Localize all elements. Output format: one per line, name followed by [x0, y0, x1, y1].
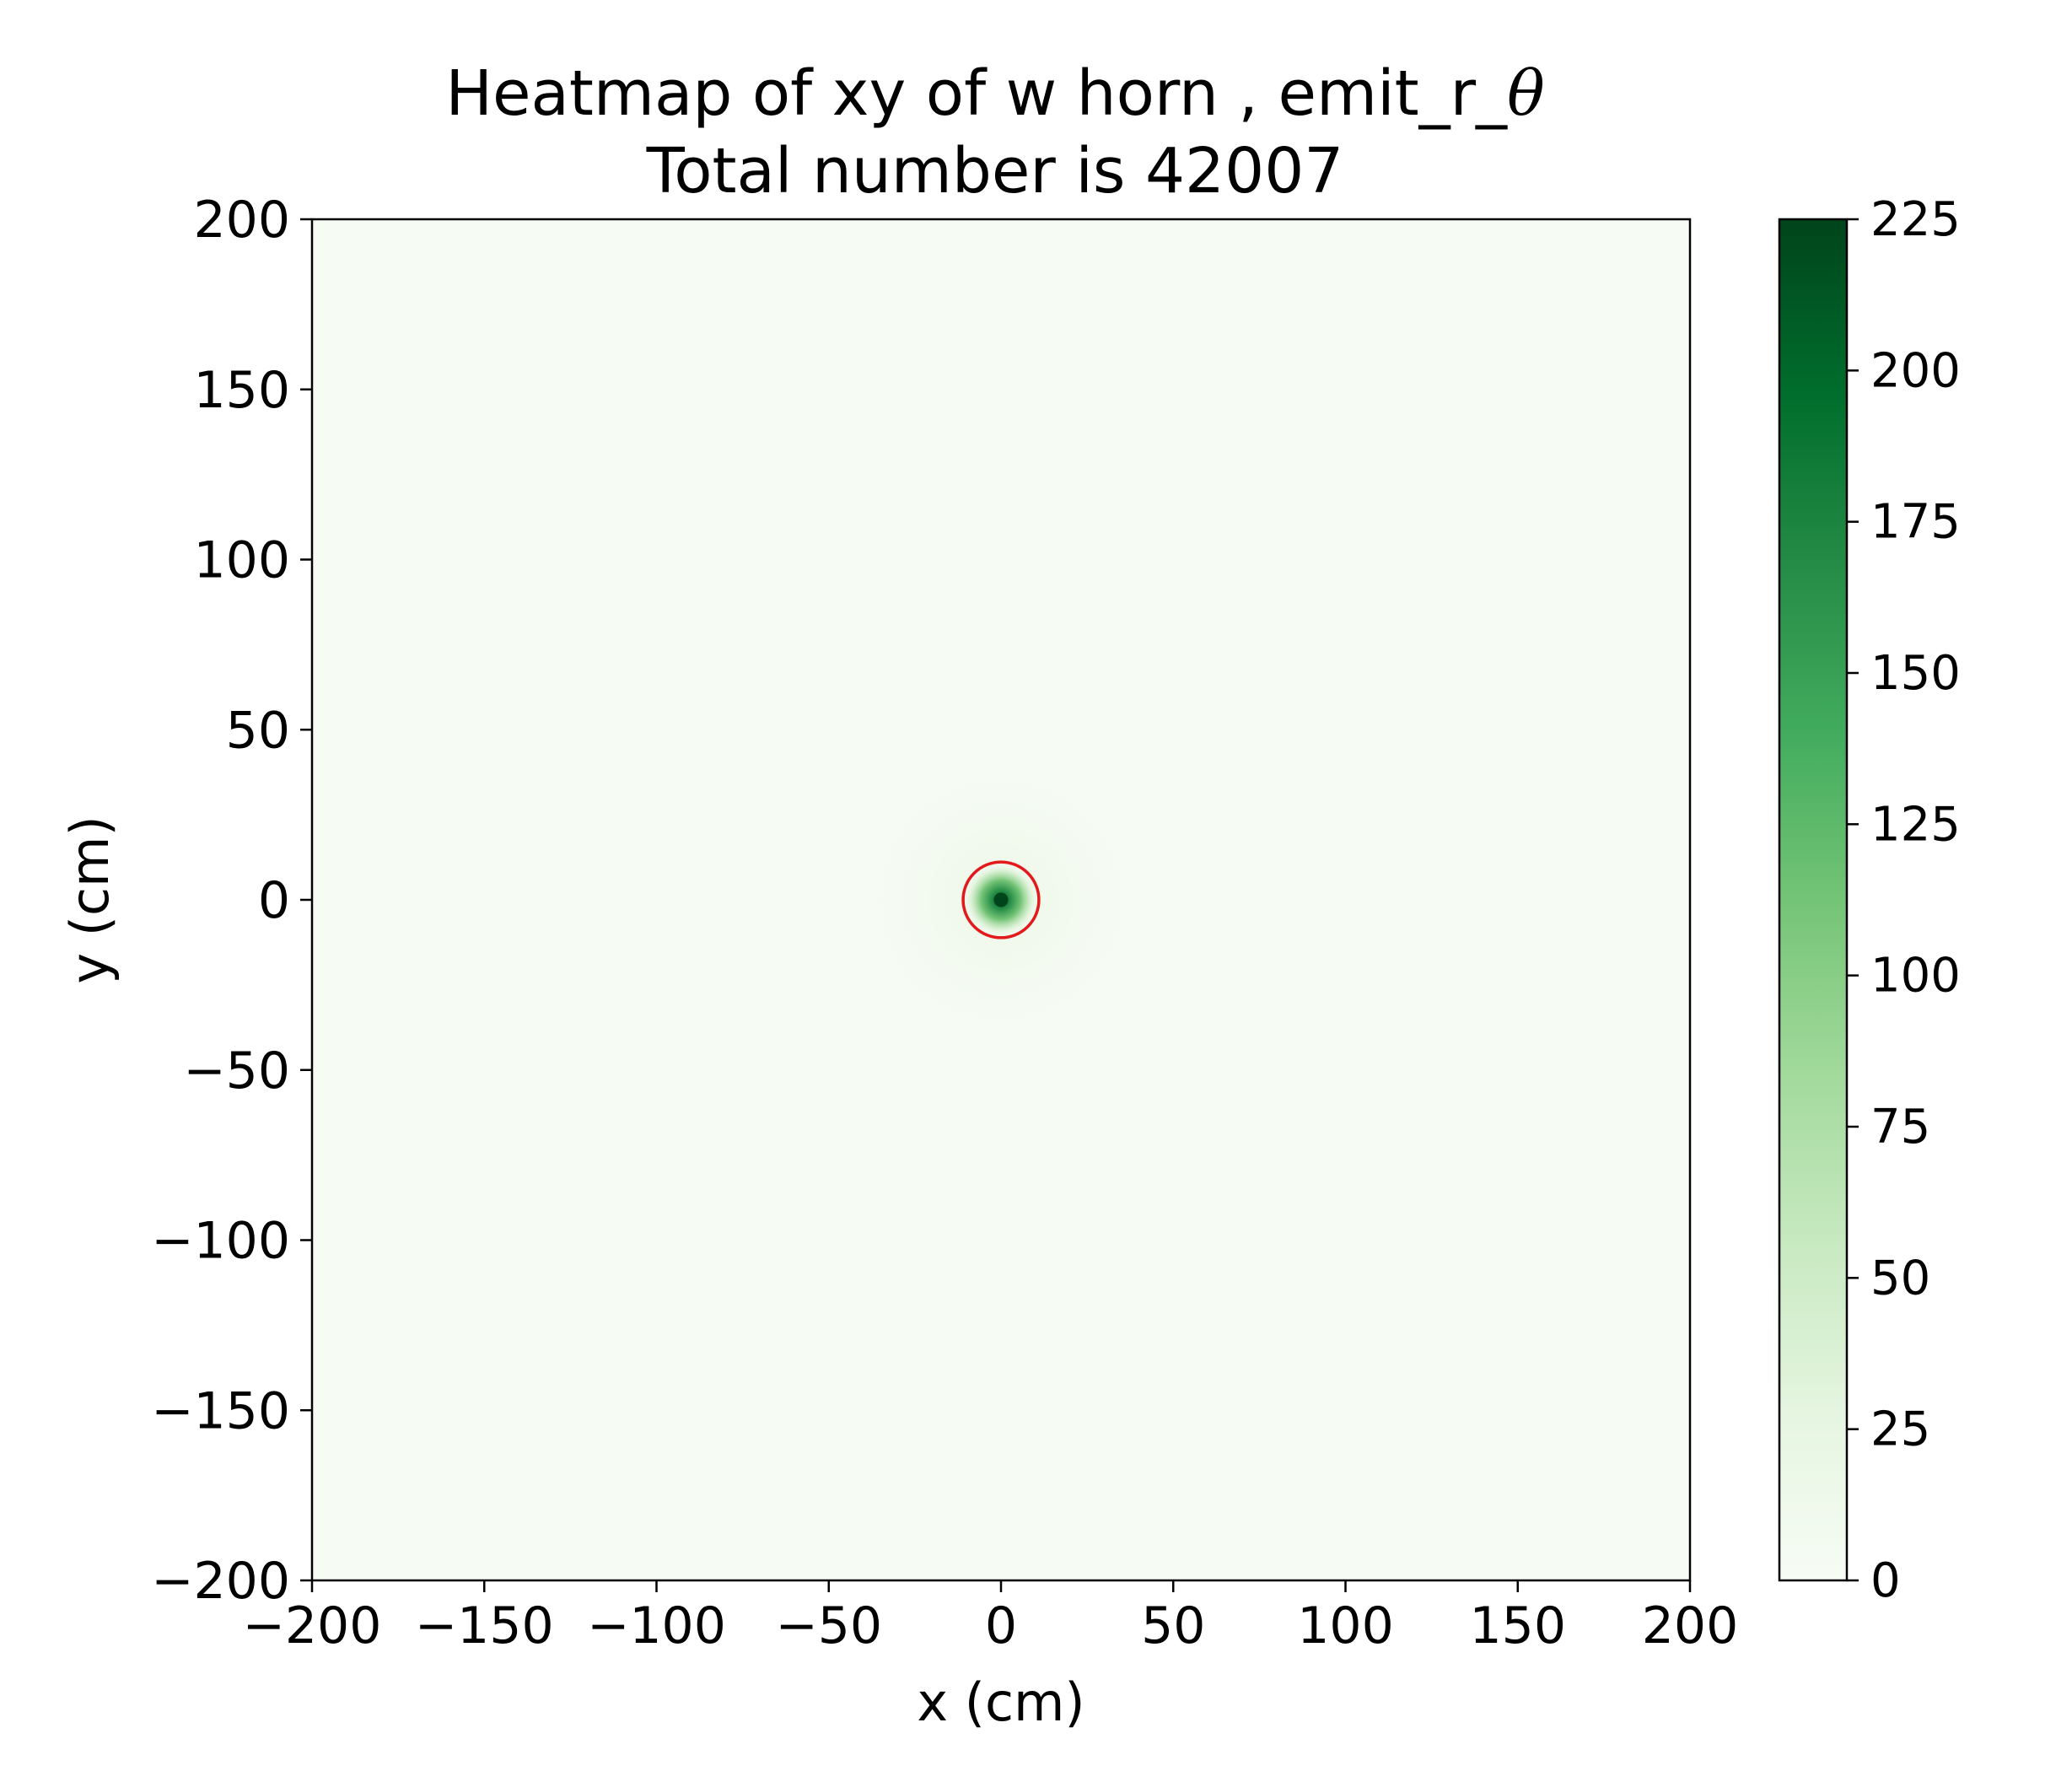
colorbar-tick-label: 175: [1870, 495, 1961, 550]
x-tick-label: 200: [1642, 1596, 1739, 1655]
annotation-circle: [961, 860, 1041, 939]
colorbar-tick-label: 225: [1870, 192, 1961, 247]
y-tick-label: 200: [193, 191, 290, 250]
x-tick-label: −150: [415, 1596, 554, 1655]
colorbar-tick-label: 75: [1870, 1100, 1930, 1155]
y-tick-label: −150: [151, 1381, 290, 1440]
x-axis-ticks: −200 −150 −100 −50 0 50 100 150 200: [243, 1580, 1739, 1655]
colorbar-tick-label: 50: [1870, 1251, 1930, 1305]
y-tick-label: −50: [183, 1042, 290, 1101]
colorbar-frame: [1778, 218, 1849, 1582]
y-tick-label: 100: [193, 531, 290, 590]
x-axis-label: x (cm): [917, 1671, 1084, 1733]
y-axis-ticks: −200 −150 −100 −50 0 50 100 150 200: [151, 191, 312, 1611]
colorbar: 0 25 50 75 100 125 150 175 200 225: [1778, 192, 1961, 1608]
colorbar-tick-label: 125: [1870, 797, 1961, 852]
y-tick-label: −100: [151, 1212, 290, 1271]
colorbar-fill: [1779, 219, 1847, 1580]
colorbar-tick-label: 25: [1870, 1402, 1930, 1457]
x-tick-label: 0: [985, 1596, 1017, 1655]
y-tick-label: 0: [258, 871, 290, 930]
colorbar-tick-label: 150: [1870, 646, 1961, 701]
chart-title: Heatmap of xy of w horn , emit_r_θ: [445, 57, 1544, 130]
colorbar-tick-label: 200: [1870, 343, 1961, 398]
plot-area: [310, 218, 1692, 1582]
chart-subtitle: Total number is 42007: [646, 135, 1344, 207]
y-tick-label: 50: [226, 701, 290, 760]
x-tick-label: −50: [775, 1596, 882, 1655]
y-tick-label: −200: [151, 1552, 290, 1611]
hotspot-peak: [993, 892, 1009, 907]
x-tick-label: −100: [587, 1596, 726, 1655]
x-tick-label: 50: [1141, 1596, 1205, 1655]
y-axis-label: y (cm): [59, 816, 121, 983]
x-tick-label: −200: [243, 1596, 382, 1655]
heatmap-hotspot: [846, 746, 1156, 1053]
colorbar-tick-label: 100: [1870, 949, 1961, 1004]
y-tick-label: 150: [193, 361, 290, 420]
colorbar-tick-label: 0: [1870, 1553, 1901, 1608]
colorbar-ticks: 0 25 50 75 100 125 150 175 200 225: [1847, 192, 1961, 1608]
x-tick-label: 100: [1297, 1596, 1394, 1655]
x-tick-label: 150: [1469, 1596, 1566, 1655]
